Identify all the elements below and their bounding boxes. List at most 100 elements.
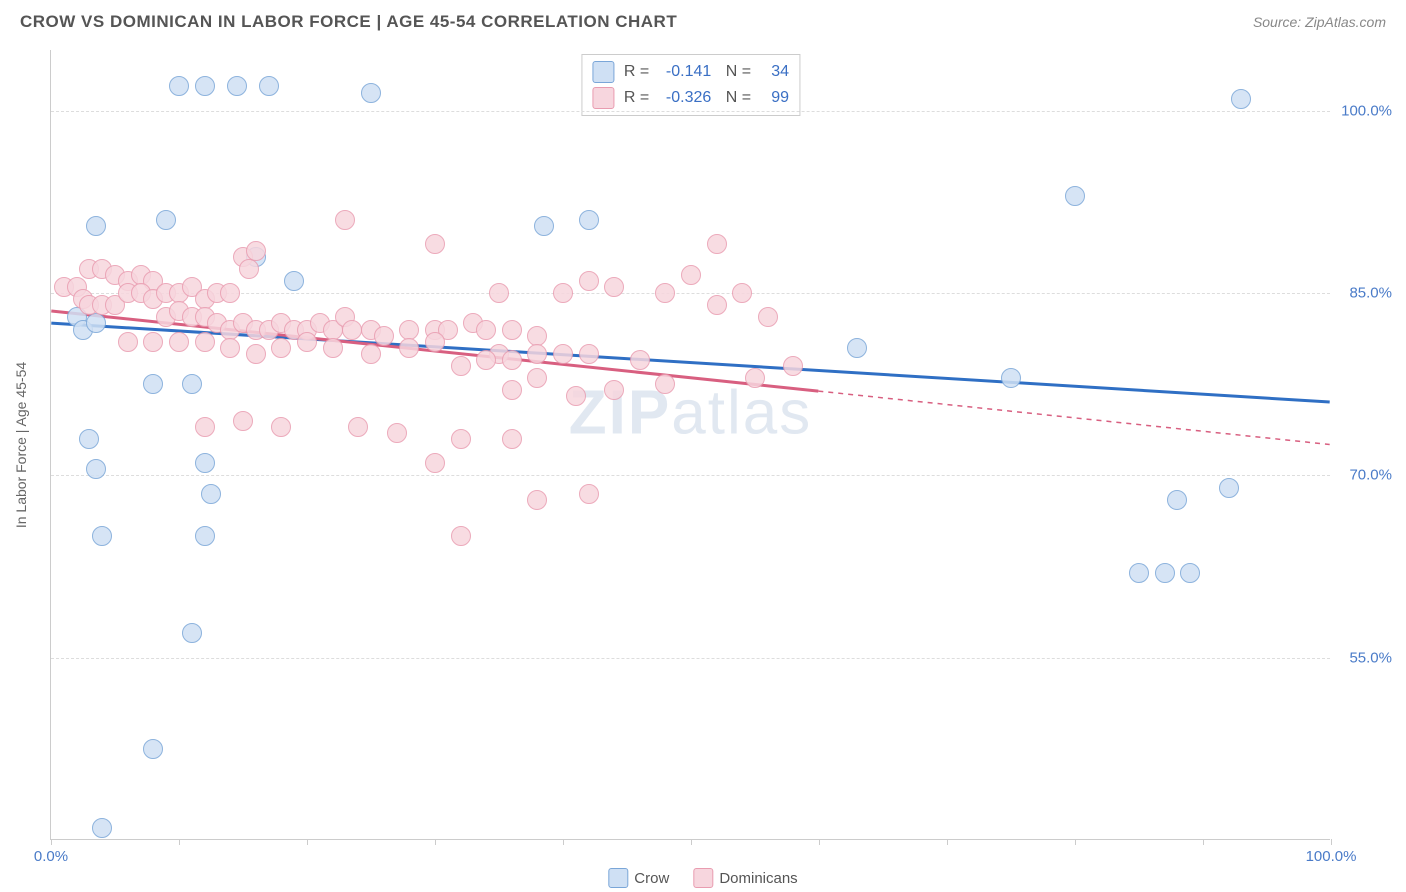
data-point[interactable]	[1167, 490, 1187, 510]
data-point[interactable]	[604, 380, 624, 400]
data-point[interactable]	[220, 338, 240, 358]
data-point[interactable]	[201, 484, 221, 504]
data-point[interactable]	[323, 338, 343, 358]
data-point[interactable]	[239, 259, 259, 279]
data-point[interactable]	[195, 417, 215, 437]
data-point[interactable]	[527, 490, 547, 510]
legend-item[interactable]: Dominicans	[693, 868, 797, 888]
data-point[interactable]	[227, 76, 247, 96]
data-point[interactable]	[579, 344, 599, 364]
data-point[interactable]	[182, 623, 202, 643]
data-point[interactable]	[1219, 478, 1239, 498]
data-point[interactable]	[1001, 368, 1021, 388]
data-point[interactable]	[655, 374, 675, 394]
data-point[interactable]	[425, 332, 445, 352]
data-point[interactable]	[271, 338, 291, 358]
data-point[interactable]	[451, 429, 471, 449]
data-point[interactable]	[489, 283, 509, 303]
data-point[interactable]	[707, 295, 727, 315]
data-point[interactable]	[451, 526, 471, 546]
data-point[interactable]	[399, 320, 419, 340]
data-point[interactable]	[758, 307, 778, 327]
y-tick-label: 70.0%	[1349, 467, 1392, 484]
data-point[interactable]	[534, 216, 554, 236]
data-point[interactable]	[86, 459, 106, 479]
data-point[interactable]	[169, 332, 189, 352]
data-point[interactable]	[579, 484, 599, 504]
data-point[interactable]	[297, 332, 317, 352]
data-point[interactable]	[1155, 563, 1175, 583]
data-point[interactable]	[604, 277, 624, 297]
data-point[interactable]	[79, 429, 99, 449]
data-point[interactable]	[1180, 563, 1200, 583]
data-point[interactable]	[361, 83, 381, 103]
data-point[interactable]	[195, 76, 215, 96]
data-point[interactable]	[361, 344, 381, 364]
data-point[interactable]	[553, 344, 573, 364]
y-axis-label: In Labor Force | Age 45-54	[13, 361, 29, 527]
data-point[interactable]	[169, 76, 189, 96]
legend-item[interactable]: Crow	[608, 868, 669, 888]
data-point[interactable]	[681, 265, 701, 285]
data-point[interactable]	[1231, 89, 1251, 109]
y-tick-label: 55.0%	[1349, 649, 1392, 666]
data-point[interactable]	[502, 320, 522, 340]
data-point[interactable]	[335, 210, 355, 230]
data-point[interactable]	[342, 320, 362, 340]
data-point[interactable]	[220, 283, 240, 303]
legend-swatch	[608, 868, 628, 888]
data-point[interactable]	[143, 332, 163, 352]
data-point[interactable]	[502, 350, 522, 370]
data-point[interactable]	[182, 374, 202, 394]
data-point[interactable]	[284, 271, 304, 291]
data-point[interactable]	[246, 241, 266, 261]
data-point[interactable]	[195, 332, 215, 352]
data-point[interactable]	[579, 210, 599, 230]
data-point[interactable]	[1129, 563, 1149, 583]
data-point[interactable]	[732, 283, 752, 303]
data-point[interactable]	[195, 526, 215, 546]
data-point[interactable]	[553, 283, 573, 303]
data-point[interactable]	[118, 332, 138, 352]
data-point[interactable]	[387, 423, 407, 443]
data-point[interactable]	[348, 417, 368, 437]
data-point[interactable]	[1065, 186, 1085, 206]
data-point[interactable]	[259, 76, 279, 96]
data-point[interactable]	[425, 453, 445, 473]
y-tick-label: 100.0%	[1341, 102, 1392, 119]
data-point[interactable]	[707, 234, 727, 254]
data-point[interactable]	[579, 271, 599, 291]
data-point[interactable]	[527, 368, 547, 388]
data-point[interactable]	[399, 338, 419, 358]
data-point[interactable]	[246, 344, 266, 364]
data-point[interactable]	[527, 326, 547, 346]
data-point[interactable]	[143, 374, 163, 394]
data-point[interactable]	[92, 818, 112, 838]
data-point[interactable]	[847, 338, 867, 358]
data-point[interactable]	[476, 320, 496, 340]
data-point[interactable]	[425, 234, 445, 254]
data-point[interactable]	[86, 216, 106, 236]
data-point[interactable]	[783, 356, 803, 376]
data-point[interactable]	[233, 411, 253, 431]
data-point[interactable]	[745, 368, 765, 388]
data-point[interactable]	[374, 326, 394, 346]
data-point[interactable]	[655, 283, 675, 303]
data-point[interactable]	[195, 453, 215, 473]
data-point[interactable]	[143, 739, 163, 759]
x-tick	[51, 839, 52, 845]
data-point[interactable]	[156, 210, 176, 230]
chart-title: CROW VS DOMINICAN IN LABOR FORCE | AGE 4…	[20, 12, 677, 32]
data-point[interactable]	[271, 417, 291, 437]
y-tick-label: 85.0%	[1349, 285, 1392, 302]
data-point[interactable]	[92, 526, 112, 546]
data-point[interactable]	[527, 344, 547, 364]
data-point[interactable]	[630, 350, 650, 370]
data-point[interactable]	[476, 350, 496, 370]
data-point[interactable]	[502, 429, 522, 449]
data-point[interactable]	[566, 386, 586, 406]
data-point[interactable]	[451, 356, 471, 376]
x-tick	[435, 839, 436, 845]
data-point[interactable]	[86, 313, 106, 333]
data-point[interactable]	[502, 380, 522, 400]
